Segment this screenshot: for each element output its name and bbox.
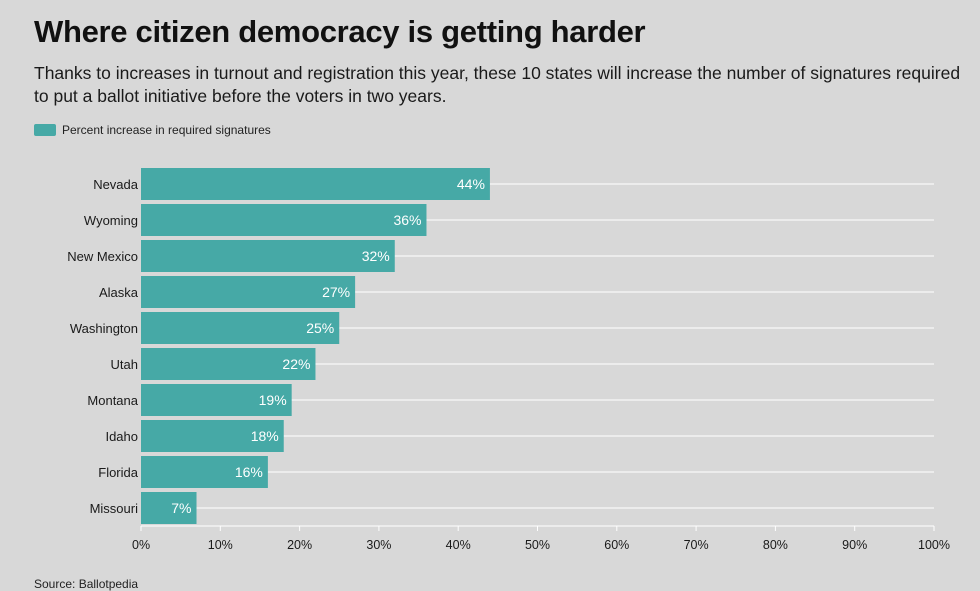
bar-idaho [141, 420, 284, 452]
bar-utah [141, 348, 316, 380]
bar-value-label: 18% [251, 428, 279, 444]
category-label: Wyoming [84, 213, 138, 228]
bar-value-label: 32% [362, 248, 390, 264]
legend-label: Percent increase in required signatures [62, 123, 271, 137]
category-label: Montana [87, 393, 138, 408]
chart-title: Where citizen democracy is getting harde… [34, 14, 646, 49]
bar-nevada [141, 168, 490, 200]
x-tick-label: 30% [366, 538, 391, 552]
bar-new-mexico [141, 240, 395, 272]
x-tick-label: 0% [132, 538, 150, 552]
x-axis-ticks: 0% 10% 20% 30% 40% 50% 60% 70% 80% 90% 100% [132, 526, 950, 552]
bar-alaska [141, 276, 356, 308]
category-labels: Nevada Wyoming New Mexico Alaska Washington U… [67, 177, 139, 516]
legend: Percent increase in required signatures [34, 123, 271, 137]
x-tick-label: 80% [763, 538, 788, 552]
bar-wyoming [141, 204, 427, 236]
bar-value-label: 44% [457, 176, 485, 192]
x-tick-label: 20% [287, 538, 312, 552]
bar-washington [141, 312, 340, 344]
category-label: Florida [98, 465, 139, 480]
x-tick-label: 100% [918, 538, 950, 552]
x-tick-label: 70% [684, 538, 709, 552]
x-tick-label: 50% [525, 538, 550, 552]
category-label: Missouri [90, 501, 139, 516]
x-tick-label: 90% [842, 538, 867, 552]
bar-montana [141, 384, 292, 416]
legend-swatch [34, 124, 56, 136]
bar-value-label: 25% [306, 320, 334, 336]
bar-value-label: 22% [282, 356, 310, 372]
bar-florida [141, 456, 268, 488]
category-label: Nevada [93, 177, 139, 192]
bars: 44% 36% 32% 27% 25% 22% 19% 18% 16% 7% [141, 168, 490, 524]
category-label: Alaska [99, 285, 139, 300]
category-label: New Mexico [67, 249, 138, 264]
x-tick-label: 10% [208, 538, 233, 552]
bar-missouri [141, 492, 197, 524]
source-note: Source: Ballotpedia [34, 577, 139, 591]
bar-value-label: 36% [393, 212, 421, 228]
bar-value-label: 16% [235, 464, 263, 480]
category-label: Washington [70, 321, 138, 336]
chart-subtitle: Thanks to increases in turnout and regis… [34, 63, 961, 106]
x-tick-label: 40% [446, 538, 471, 552]
category-label: Idaho [105, 429, 138, 444]
x-tick-label: 60% [604, 538, 629, 552]
bar-value-label: 27% [322, 284, 350, 300]
bar-value-label: 19% [259, 392, 287, 408]
category-label: Utah [111, 357, 138, 372]
bar-value-label: 7% [171, 500, 191, 516]
